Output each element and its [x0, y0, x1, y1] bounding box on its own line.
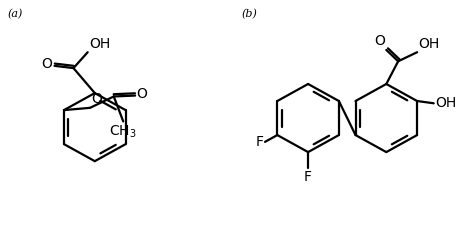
Text: O: O — [41, 57, 52, 72]
Text: O: O — [137, 87, 147, 101]
Text: OH: OH — [89, 37, 110, 51]
Text: F: F — [255, 135, 264, 149]
Text: (a): (a) — [7, 9, 22, 19]
Text: OH: OH — [419, 37, 440, 51]
Text: (b): (b) — [242, 9, 257, 19]
Text: O: O — [374, 34, 385, 48]
Text: O: O — [91, 91, 102, 106]
Text: CH$_3$: CH$_3$ — [109, 124, 137, 140]
Text: F: F — [304, 170, 312, 184]
Text: OH: OH — [435, 96, 456, 110]
